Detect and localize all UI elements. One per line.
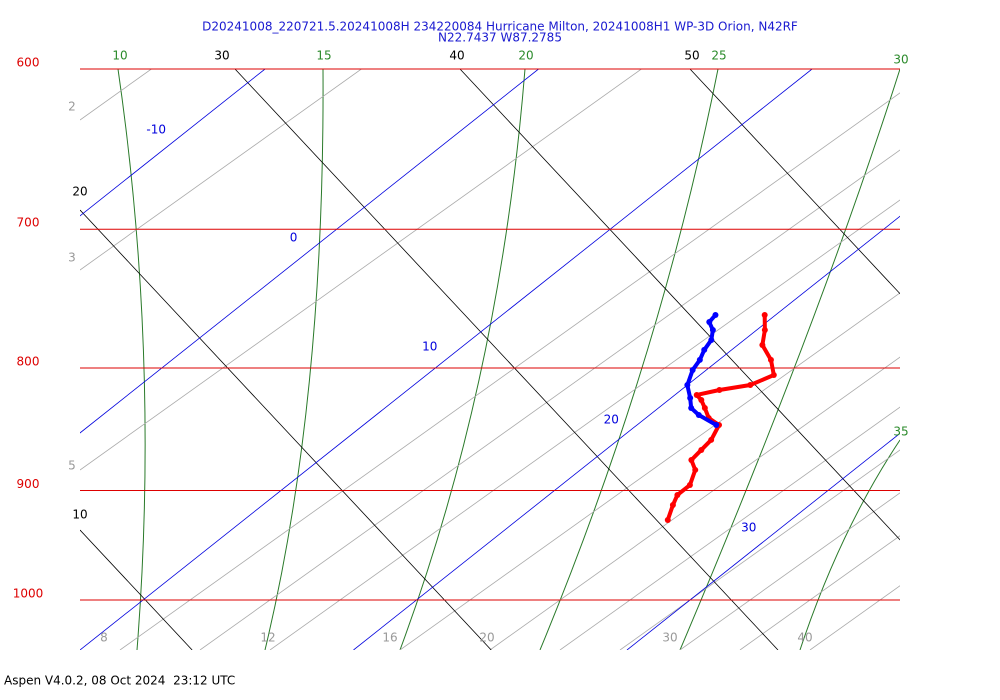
dewpoint-point xyxy=(696,356,703,363)
mixing-ratio-line xyxy=(559,406,900,650)
mixing-ratio-label: 16 xyxy=(382,631,397,645)
mixing-ratio-line xyxy=(80,69,642,471)
temperature-point xyxy=(770,372,777,379)
temperature-point xyxy=(747,382,754,389)
isotherm-label: -10 xyxy=(146,123,166,137)
moist-adiabat xyxy=(264,69,324,650)
dry-adiabat xyxy=(689,69,900,295)
chart-title: D20241008_220721.5.20241008H 234220084 H… xyxy=(202,20,798,34)
temperature-point xyxy=(693,391,700,398)
temperature-point xyxy=(686,482,693,489)
footer: Aspen V4.0.2, 08 Oct 2024 23:12 UTC xyxy=(4,674,235,688)
temperature-point xyxy=(761,311,768,318)
mixing-ratio-line xyxy=(269,199,900,650)
temperature-point xyxy=(698,397,705,404)
moist-adiabat-label: 35 xyxy=(893,425,908,439)
temperature-point xyxy=(669,502,676,509)
isotherm xyxy=(353,215,900,650)
dry-adiabat xyxy=(459,69,900,541)
dewpoint-point xyxy=(708,336,715,343)
temperature-point xyxy=(708,436,715,443)
mixing-ratio-label: 2 xyxy=(68,100,76,114)
temperature-point xyxy=(759,342,766,349)
dewpoint-point xyxy=(712,311,719,318)
dewpoint-point xyxy=(687,394,694,401)
mixing-ratio-line xyxy=(619,449,900,650)
moist-adiabat xyxy=(539,69,719,650)
isotherm xyxy=(80,69,539,434)
temperature-point xyxy=(674,491,681,498)
moist-adiabat xyxy=(679,69,900,650)
moist-adiabat xyxy=(799,439,900,650)
dry-adiabat-label: 40 xyxy=(449,49,464,63)
temperature-point xyxy=(767,356,774,363)
dry-adiabat xyxy=(80,529,193,650)
dewpoint-point xyxy=(684,382,691,389)
temperature-line xyxy=(665,314,776,521)
mixing-ratio-line xyxy=(399,292,900,650)
background-lines xyxy=(80,69,900,650)
isotherm-label: 30 xyxy=(741,521,756,535)
moist-adiabats xyxy=(117,69,900,650)
mixing-ratio-line xyxy=(679,492,900,650)
dry-adiabat xyxy=(234,69,779,650)
mixing-ratio-line xyxy=(119,92,900,650)
pressure-label: 700 xyxy=(17,216,40,230)
dewpoint-point xyxy=(688,405,695,412)
mixing-ratio-line xyxy=(489,356,900,650)
isotherm-label: 10 xyxy=(422,340,437,354)
mixing-ratio-label: 12 xyxy=(260,631,275,645)
mixing-ratio-label: 8 xyxy=(100,631,108,645)
mixing-ratio-label: 3 xyxy=(68,251,76,265)
moist-adiabat-label: 15 xyxy=(316,49,331,63)
moist-adiabat-label: 25 xyxy=(711,49,726,63)
temperature-point xyxy=(701,405,708,412)
temperature-point xyxy=(698,446,705,453)
pressure-label: 600 xyxy=(17,55,40,69)
mixing-ratio-label: 40 xyxy=(797,631,812,645)
dry-adiabat xyxy=(80,209,492,650)
mixing-ratio-label: 5 xyxy=(68,459,76,473)
dewpoint-point xyxy=(706,319,713,326)
temperature-point xyxy=(664,516,671,523)
moist-adiabat-label: 10 xyxy=(112,49,127,63)
isotherm-label: 20 xyxy=(604,413,619,427)
pressure-label: 800 xyxy=(17,355,40,369)
isotherm-label: 0 xyxy=(290,231,298,245)
dewpoint-point xyxy=(701,346,708,353)
isotherm xyxy=(80,69,266,217)
dry-adiabat-label: 50 xyxy=(684,49,699,63)
mixing-ratio-line xyxy=(80,69,152,121)
mixing-ratio-line xyxy=(739,535,900,650)
moist-adiabat xyxy=(399,69,526,650)
temperature-point xyxy=(688,456,695,463)
moist-adiabat xyxy=(117,69,146,650)
dry-adiabat-label: 10 xyxy=(72,508,87,522)
dewpoint-point xyxy=(695,412,702,419)
temperature-point xyxy=(716,387,723,394)
temperature-point xyxy=(692,466,699,473)
temperature-point xyxy=(761,327,768,334)
mixing-ratio-label: 30 xyxy=(662,631,677,645)
moist-adiabat-label: 20 xyxy=(518,49,533,63)
mixing-ratio-label: 20 xyxy=(479,631,494,645)
pressure-label: 1000 xyxy=(13,587,44,601)
isotherm xyxy=(626,432,900,650)
pressure-label: 900 xyxy=(17,477,40,491)
mixing-ratio-line xyxy=(199,149,900,650)
dewpoint-point xyxy=(713,422,720,429)
mixing-ratio-line xyxy=(809,585,900,650)
dewpoint-point xyxy=(689,366,696,373)
isotherm xyxy=(80,69,813,650)
dry-adiabat-label: 30 xyxy=(214,49,229,63)
mixing-ratio-line xyxy=(80,69,362,271)
moist-adiabat-label: 30 xyxy=(893,53,908,67)
dewpoint-point xyxy=(709,327,716,334)
dry-adiabat-label: 20 xyxy=(72,185,87,199)
chart-subtitle: N22.7437 W87.2785 xyxy=(438,31,562,45)
